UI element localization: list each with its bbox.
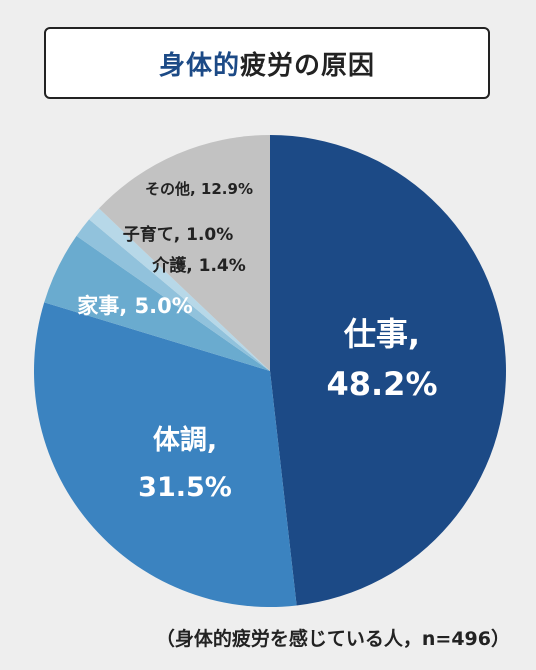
slice-label-childcare: 子育て, 1.0% — [123, 224, 234, 245]
slice-label-work: 仕事, 48.2% — [326, 315, 437, 403]
pie-slice-housework — [44, 235, 270, 371]
chart-title-accent: 身体的 — [158, 50, 240, 81]
sample-footnote: （身体的疲労を感じている人，n=496） — [155, 628, 510, 650]
slice-label-other: その他, 12.9% — [145, 180, 253, 198]
chart-title-box: 身体的 疲労の原因 — [44, 27, 490, 99]
pie-slice-other — [98, 135, 270, 371]
pie-slice-health — [34, 302, 297, 607]
slice-label-caregiving: 介護, 1.4% — [151, 255, 246, 276]
chart-title-rest: 疲労の原因 — [240, 50, 376, 81]
pie-slice-work — [270, 135, 506, 606]
pie-slice-caregiving — [76, 219, 270, 371]
slice-label-housework: 家事, 5.0% — [77, 294, 193, 318]
slice-label-health: 体調, 31.5% — [138, 424, 232, 503]
pie-slice-childcare — [89, 208, 270, 371]
